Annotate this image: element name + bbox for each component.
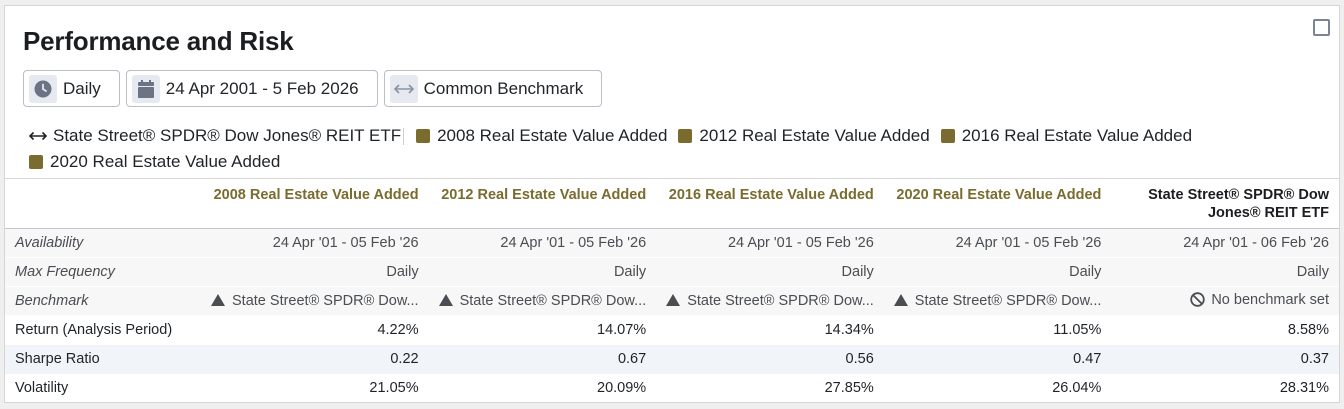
table-row-return: Return (Analysis Period) 4.22% 14.07% 14… (5, 316, 1339, 345)
common-benchmark-button[interactable]: Common Benchmark (383, 70, 603, 107)
row-label: Sharpe Ratio (5, 344, 201, 374)
cell: 0.47 (883, 344, 1112, 374)
cell: 24 Apr '01 - 06 Feb '26 (1111, 228, 1339, 258)
cell: 24 Apr '01 - 05 Feb '26 (883, 228, 1112, 258)
clock-icon (29, 74, 57, 103)
legend-item-2008[interactable]: 2008 Real Estate Value Added (416, 123, 667, 149)
benchmark-cell[interactable]: State Street® SPDR® Dow... (201, 286, 429, 316)
left-right-arrow-icon (28, 123, 48, 149)
date-range-button[interactable]: 24 Apr 2001 - 5 Feb 2026 (125, 70, 378, 107)
column-header-2012[interactable]: 2012 Real Estate Value Added (441, 187, 647, 203)
prohibited-icon (1190, 291, 1206, 311)
cell: Daily (883, 257, 1112, 287)
benchmark-name: State Street® SPDR® Dow... (914, 293, 1102, 309)
performance-and-risk-panel: Performance and Risk Daily 24 Apr 2001 -… (4, 5, 1340, 403)
legend-divider (403, 127, 405, 145)
cell: 28.31% (1279, 380, 1329, 396)
triangle-icon (666, 294, 681, 306)
cell: Daily (1111, 257, 1339, 287)
performance-table: 2008 Real Estate Value Added 2012 Real E… (5, 178, 1339, 403)
cell: 0.56 (656, 344, 884, 374)
date-range-label: 24 Apr 2001 - 5 Feb 2026 (165, 78, 359, 98)
select-checkbox[interactable] (1313, 19, 1330, 36)
legend-swatch (416, 129, 431, 143)
column-header-2016[interactable]: 2016 Real Estate Value Added (668, 187, 874, 203)
common-benchmark-label: Common Benchmark (423, 78, 584, 98)
cell: 20.09% (597, 380, 647, 396)
triangle-icon (438, 294, 453, 306)
benchmark-name: State Street® SPDR® Dow... (459, 293, 647, 309)
cell: 0.37 (1111, 344, 1339, 374)
column-header-2020[interactable]: 2020 Real Estate Value Added (896, 187, 1102, 203)
row-label: Benchmark (5, 286, 201, 316)
legend-label: State Street® SPDR® Dow Jones® REIT ETF (53, 126, 402, 145)
frequency-button[interactable]: Daily (23, 70, 120, 107)
legend-label: 2020 Real Estate Value Added (50, 152, 281, 171)
left-right-arrow-icon (389, 74, 418, 103)
frequency-label: Daily (63, 78, 101, 98)
cell: 27.85% (824, 380, 874, 396)
row-label: Volatility (15, 380, 69, 396)
legend-label: 2012 Real Estate Value Added (699, 126, 930, 145)
benchmark-name: State Street® SPDR® Dow... (232, 293, 419, 309)
benchmark-cell[interactable]: State Street® SPDR® Dow... (428, 286, 657, 316)
legend-item-2012[interactable]: 2012 Real Estate Value Added (678, 123, 930, 149)
triangle-icon (893, 294, 908, 306)
cell: 26.04% (1052, 380, 1102, 396)
legend-label: 2008 Real Estate Value Added (437, 126, 668, 145)
cell: 8.58% (1287, 322, 1329, 339)
legend-swatch (678, 129, 693, 143)
legend-item-benchmark[interactable]: State Street® SPDR® Dow Jones® REIT ETF (28, 123, 402, 149)
table-header-row: 2008 Real Estate Value Added 2012 Real E… (5, 178, 1339, 229)
benchmark-name: State Street® SPDR® Dow... (687, 293, 874, 309)
cell: 24 Apr '01 - 05 Feb '26 (428, 228, 657, 258)
benchmark-cell[interactable]: State Street® SPDR® Dow... (656, 286, 884, 316)
benchmark-name: No benchmark set (1211, 291, 1329, 308)
row-label: Max Frequency (5, 257, 201, 287)
legend-item-2020[interactable]: 2020 Real Estate Value Added (29, 149, 280, 175)
legend-item-2016[interactable]: 2016 Real Estate Value Added (940, 123, 1193, 149)
toolbar: Daily 24 Apr 2001 - 5 Feb 2026 Common Be… (23, 70, 603, 107)
row-label: Return (Analysis Period) (15, 322, 173, 339)
cell: 11.05% (1053, 322, 1102, 339)
table-row-max-frequency: Max Frequency Daily Daily Daily Daily Da… (5, 257, 1339, 287)
cell: Daily (656, 257, 884, 287)
cell: 4.22% (377, 322, 419, 339)
legend: State Street® SPDR® Dow Jones® REIT ETF … (28, 123, 1279, 175)
column-header-2008[interactable]: 2008 Real Estate Value Added (213, 187, 419, 203)
row-label: Availability (5, 228, 201, 258)
legend-swatch (940, 129, 955, 143)
cell: 24 Apr '01 - 05 Feb '26 (201, 228, 429, 258)
cell: 21.05% (369, 380, 419, 396)
benchmark-cell[interactable]: No benchmark set (1111, 286, 1339, 316)
page-title: Performance and Risk (23, 26, 294, 56)
legend-label: 2016 Real Estate Value Added (961, 126, 1193, 145)
column-header-reit-etf[interactable]: State Street® SPDR® Dow Jones® REIT ETF (1148, 187, 1329, 221)
header-empty-cell (5, 179, 201, 229)
cell: Daily (428, 257, 657, 287)
cell: 24 Apr '01 - 05 Feb '26 (656, 228, 884, 258)
cell: 0.22 (201, 344, 429, 374)
cell: 14.07% (597, 322, 647, 339)
benchmark-cell[interactable]: State Street® SPDR® Dow... (883, 286, 1112, 316)
table-row-availability: Availability 24 Apr '01 - 05 Feb '26 24 … (5, 228, 1339, 258)
table-row-volatility: Volatility 21.05% 20.09% 27.85% 26.04% 2… (5, 374, 1339, 403)
cell: 0.67 (428, 344, 657, 374)
cell: Daily (201, 257, 429, 287)
table-row-sharpe-ratio: Sharpe Ratio 0.22 0.67 0.56 0.47 0.37 (5, 344, 1339, 374)
calendar-icon (131, 74, 160, 103)
legend-swatch (29, 155, 43, 169)
table-row-benchmark: Benchmark State Street® SPDR® Dow... Sta… (5, 286, 1339, 316)
cell: 14.34% (824, 322, 874, 339)
triangle-icon (211, 294, 226, 306)
